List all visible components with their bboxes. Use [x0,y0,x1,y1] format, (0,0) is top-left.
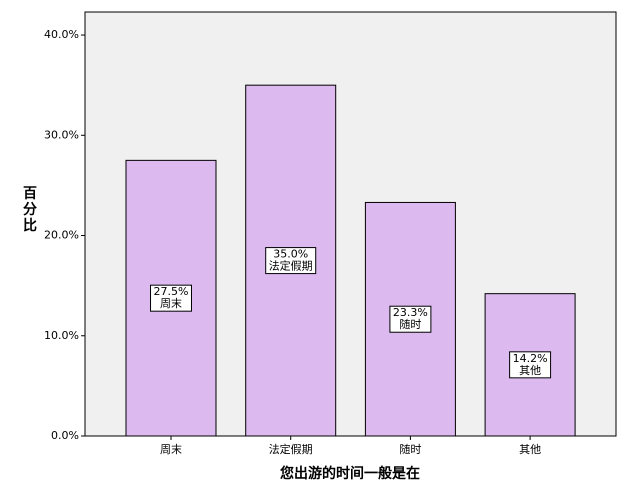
y-axis-title: 百分比 [23,186,37,234]
value-label: 23.3% [393,306,428,319]
bar-category-label: 其他 [519,364,541,377]
y-tick-label: 40.0% [44,28,79,41]
x-tick-label: 法定假期 [269,442,313,456]
y-tick-label: 30.0% [44,128,79,141]
bar-category-label: 周末 [160,296,182,310]
y-tick-label: 10.0% [44,329,79,342]
bar-label: 14.2%其他 [509,351,552,379]
label-box [389,305,432,333]
value-label: 27.5% [154,285,189,298]
bar-category-label: 法定假期 [269,259,313,273]
y-tick-label: 0.0% [51,429,79,442]
x-tick-label: 其他 [519,443,541,456]
x-tick-label: 随时 [399,442,421,456]
x-axis-title: 您出游的时间一般是在 [280,465,420,482]
label-box [150,284,192,312]
bar-category-label: 随时 [399,317,421,331]
y-tick-label: 20.0% [44,229,79,242]
bar-label: 23.3%随时 [389,305,432,333]
value-label: 35.0% [273,248,308,261]
bar-label: 35.0%法定假期 [265,247,317,275]
x-tick-label: 周末 [160,442,182,456]
value-label: 14.2% [513,352,548,365]
label-box [509,351,552,379]
bar-label: 27.5%周末 [150,284,192,312]
label-box [265,247,317,275]
